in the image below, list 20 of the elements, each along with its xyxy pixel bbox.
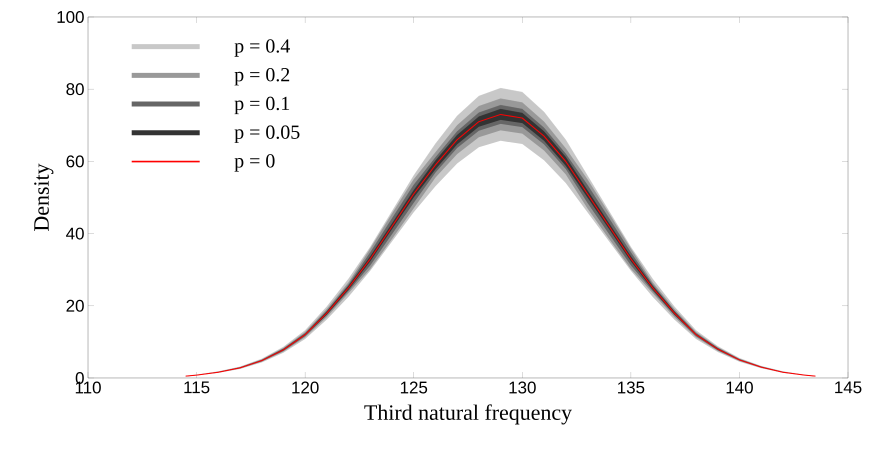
x-axis-title: Third natural frequency xyxy=(364,404,572,424)
y-tick-label: 100 xyxy=(58,10,84,23)
y-tick-label: 20 xyxy=(66,300,84,312)
y-axis-title: Density xyxy=(34,163,54,231)
x-tick-label: 135 xyxy=(618,382,644,394)
legend-label: p = 0.4 xyxy=(234,39,290,57)
x-tick-label: 110 xyxy=(76,382,101,394)
x-tick-label: 130 xyxy=(509,382,536,394)
legend-label: p = 0 xyxy=(234,154,275,172)
y-tick-label: 60 xyxy=(66,155,84,168)
x-tick-label: 115 xyxy=(184,382,210,394)
legend-label: p = 0.1 xyxy=(234,96,290,114)
y-tick-label: 40 xyxy=(66,228,84,240)
x-tick-label: 120 xyxy=(292,382,319,394)
y-tick-label: 80 xyxy=(66,83,84,96)
legend-label: p = 0.05 xyxy=(234,125,300,143)
x-tick-label: 125 xyxy=(400,382,428,394)
x-tick-label: 140 xyxy=(726,382,753,394)
x-tick-label: 145 xyxy=(835,382,862,394)
legend-label: p = 0.2 xyxy=(234,68,290,86)
